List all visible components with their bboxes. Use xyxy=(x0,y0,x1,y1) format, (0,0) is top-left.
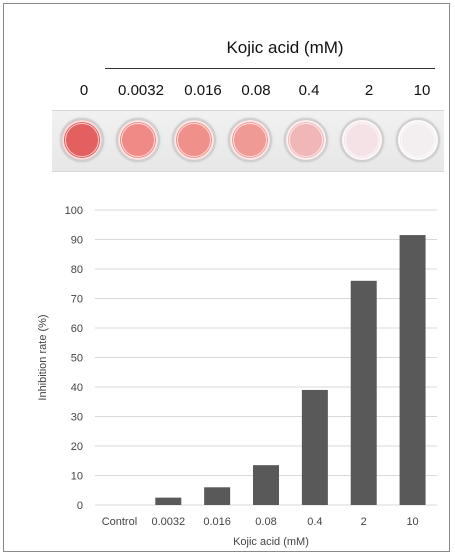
x-tick-label: 0.016 xyxy=(203,516,231,528)
well-6 xyxy=(396,118,440,162)
y-tick-label: 80 xyxy=(71,264,83,276)
well-4 xyxy=(284,118,328,162)
y-tick-label: 40 xyxy=(71,382,83,394)
concentration-labels: 0 0.0032 0.016 0.08 0.4 2 10 xyxy=(0,82,455,104)
y-tick-label: 10 xyxy=(71,471,83,483)
x-tick-label: 10 xyxy=(406,516,418,528)
x-tick-label: 0.0032 xyxy=(151,516,185,528)
bar xyxy=(204,487,231,505)
bar xyxy=(253,465,279,505)
y-tick-label: 70 xyxy=(71,294,83,306)
well-0 xyxy=(60,118,104,162)
conc-label-2: 0.016 xyxy=(184,82,222,99)
inhibition-bar-chart: 0 10 20 30 40 50 60 70 80 90 100 Control 0.0032 0.016… xyxy=(37,205,437,548)
y-tick-label: 50 xyxy=(71,353,83,365)
y-tick-label: 90 xyxy=(71,235,83,247)
y-tick-label: 20 xyxy=(71,441,83,453)
well-5 xyxy=(340,118,384,162)
well-plate-photo xyxy=(52,110,444,172)
bar xyxy=(301,389,328,505)
title-underline xyxy=(105,68,435,69)
bar xyxy=(350,280,377,505)
y-tick-label: 0 xyxy=(77,500,83,512)
top-title: Kojic acid (mM) xyxy=(226,38,344,57)
conc-label-4: 0.4 xyxy=(298,82,320,99)
x-tick-label: 0.4 xyxy=(307,516,322,528)
well-3 xyxy=(228,118,272,162)
conc-label-6: 10 xyxy=(413,82,431,99)
x-tick-label: Control xyxy=(102,516,137,528)
conc-label-0: 0 xyxy=(79,82,89,99)
x-axis-title: Kojic acid (mM) xyxy=(233,536,309,548)
y-tick-label: 30 xyxy=(71,412,83,424)
bar xyxy=(155,497,182,505)
well-2 xyxy=(172,118,216,162)
conc-label-3: 0.08 xyxy=(241,82,271,99)
y-axis-title: Inhibition rate (%) xyxy=(37,314,49,400)
y-tick-label: 100 xyxy=(65,205,83,217)
conc-label-1: 0.0032 xyxy=(118,82,164,99)
bar xyxy=(399,235,426,505)
y-tick-label: 60 xyxy=(71,323,83,335)
x-tick-label: 0.08 xyxy=(255,516,276,528)
x-tick-label: 2 xyxy=(361,516,367,528)
conc-label-5: 2 xyxy=(364,82,374,99)
well-1 xyxy=(116,118,160,162)
